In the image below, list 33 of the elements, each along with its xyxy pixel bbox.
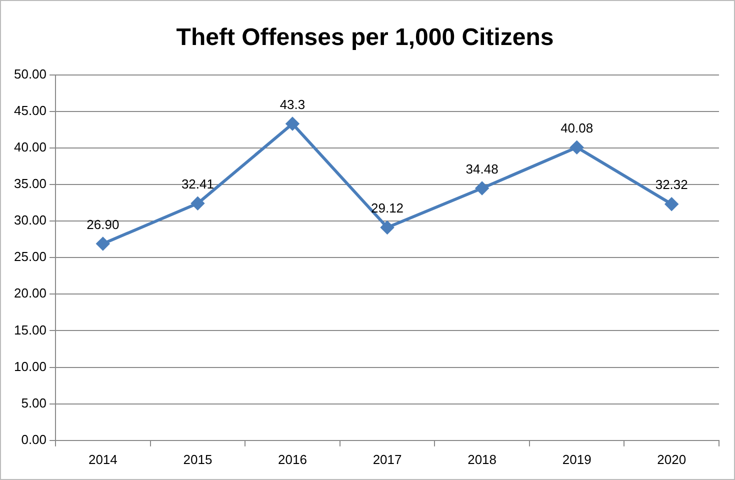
y-tick-label: 5.00 bbox=[21, 395, 47, 410]
y-tick-label: 20.00 bbox=[14, 286, 47, 301]
y-tick-label: 0.00 bbox=[21, 432, 47, 447]
point bbox=[570, 140, 584, 154]
x-tick-label: 2014 bbox=[88, 452, 118, 467]
x-tick-label: 2016 bbox=[278, 452, 307, 467]
y-tick-label: 40.00 bbox=[14, 140, 47, 154]
x-tick-label: 2015 bbox=[183, 452, 212, 467]
y-tick-label: 45.00 bbox=[14, 102, 47, 118]
y-tick-label: 25.00 bbox=[14, 249, 47, 264]
data-label: 34.48 bbox=[466, 161, 498, 176]
y-tick-label: 35.00 bbox=[14, 176, 47, 192]
point bbox=[191, 196, 204, 210]
x-tick-label: 2020 bbox=[657, 452, 686, 467]
point bbox=[96, 237, 110, 250]
data-label: 43.3 bbox=[280, 96, 306, 112]
y-tick-label: 30.00 bbox=[14, 212, 47, 228]
point bbox=[380, 220, 394, 234]
data-label: 29.12 bbox=[370, 200, 404, 216]
x-tick-label: 2017 bbox=[372, 452, 402, 467]
chart-title: Theft Offenses per 1,000 Citizens bbox=[176, 24, 554, 52]
data-label: 32.32 bbox=[655, 177, 688, 192]
x-tick-label: 2019 bbox=[562, 452, 592, 467]
y-tick-label: 10.00 bbox=[14, 358, 47, 374]
point bbox=[286, 117, 299, 130]
y-tick-label: 15.00 bbox=[14, 322, 47, 338]
point bbox=[665, 198, 678, 211]
point bbox=[476, 182, 489, 195]
data-label: 26.90 bbox=[86, 216, 120, 232]
y-tick-label: 50.00 bbox=[14, 66, 47, 82]
data-label: 32.41 bbox=[181, 176, 214, 192]
data-label: 40.08 bbox=[560, 120, 594, 136]
x-tick-label: 2018 bbox=[468, 452, 497, 467]
